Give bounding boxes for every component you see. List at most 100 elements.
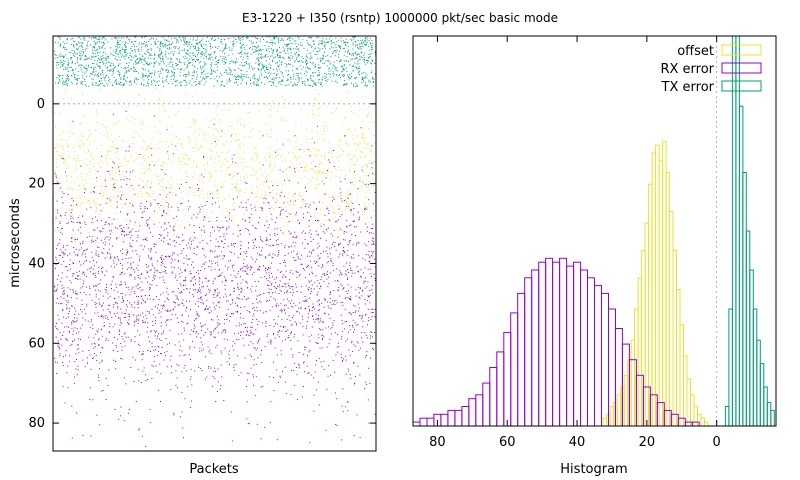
scatter-point	[259, 168, 261, 170]
scatter-point	[143, 76, 145, 78]
scatter-point	[165, 187, 167, 189]
scatter-point	[257, 64, 259, 65]
scatter-point	[209, 174, 211, 176]
scatter-point	[354, 177, 355, 179]
scatter-point	[269, 187, 271, 189]
scatter-point	[149, 167, 150, 169]
scatter-point	[266, 220, 268, 222]
scatter-point	[180, 183, 182, 185]
scatter-point	[67, 189, 68, 191]
scatter-point	[178, 261, 180, 263]
scatter-point	[257, 269, 259, 271]
scatter-point	[69, 289, 71, 291]
scatter-point	[76, 138, 78, 140]
scatter-point	[93, 259, 95, 261]
scatter-point	[56, 200, 58, 202]
scatter-point	[322, 134, 324, 136]
scatter-point	[368, 367, 370, 369]
scatter-point	[348, 272, 350, 273]
scatter-point	[70, 297, 72, 299]
scatter-point	[248, 216, 250, 218]
scatter-point	[114, 226, 116, 228]
scatter-point	[344, 209, 346, 211]
scatter-point	[93, 166, 95, 168]
scatter-point	[276, 323, 278, 325]
scatter-point	[374, 191, 376, 193]
scatter-point	[98, 338, 100, 340]
scatter-point	[327, 375, 329, 377]
scatter-point	[109, 323, 111, 325]
scatter-point	[251, 291, 253, 293]
scatter-point	[147, 350, 149, 351]
scatter-point	[217, 301, 219, 303]
scatter-point	[312, 319, 314, 321]
scatter-point	[302, 81, 304, 82]
scatter-point	[319, 173, 321, 175]
scatter-point	[218, 156, 220, 157]
scatter-point	[96, 302, 98, 304]
scatter-point	[111, 229, 112, 231]
scatter-point	[243, 266, 245, 267]
scatter-point	[113, 349, 114, 351]
scatter-point	[121, 335, 123, 337]
scatter-point	[56, 177, 58, 179]
scatter-point	[127, 412, 129, 414]
scatter-point	[319, 347, 321, 349]
scatter-point	[374, 173, 376, 175]
scatter-point	[154, 346, 156, 348]
scatter-point	[201, 265, 203, 267]
scatter-point	[191, 78, 193, 80]
scatter-point	[111, 317, 113, 319]
scatter-point	[288, 337, 290, 339]
scatter-point	[181, 320, 183, 322]
scatter-point	[260, 354, 262, 356]
scatter-point	[189, 346, 191, 348]
scatter-point	[187, 322, 189, 324]
scatter-point	[258, 162, 260, 164]
scatter-point	[289, 246, 291, 248]
scatter-point	[186, 228, 188, 230]
scatter-point	[323, 224, 325, 226]
scatter-point	[354, 171, 355, 173]
scatter-point	[290, 52, 292, 54]
scatter-point	[97, 74, 99, 75]
scatter-point	[298, 77, 300, 79]
scatter-point	[315, 389, 317, 391]
scatter-point	[176, 183, 177, 185]
scatter-point	[124, 156, 126, 158]
scatter-point	[213, 70, 215, 72]
scatter-point	[204, 139, 206, 141]
scatter-point	[194, 72, 196, 74]
scatter-point	[361, 82, 363, 84]
scatter-point	[55, 327, 57, 329]
scatter-point	[247, 334, 249, 336]
scatter-point	[124, 281, 126, 283]
scatter-point	[124, 55, 126, 57]
scatter-point	[58, 154, 60, 156]
scatter-point	[267, 280, 269, 282]
scatter-point	[295, 156, 297, 158]
scatter-point	[367, 112, 369, 114]
scatter-point	[160, 305, 162, 307]
scatter-point	[350, 377, 352, 379]
scatter-point	[186, 41, 187, 42]
scatter-point	[221, 240, 222, 242]
scatter-point	[244, 178, 246, 179]
scatter-point	[206, 285, 208, 287]
scatter-point	[141, 217, 143, 218]
scatter-point	[184, 284, 186, 286]
scatter-point	[281, 191, 282, 193]
scatter-point	[248, 230, 250, 232]
scatter-point	[234, 171, 236, 173]
scatter-point	[217, 198, 219, 200]
scatter-point	[256, 319, 258, 320]
scatter-point	[260, 238, 262, 240]
scatter-point	[338, 229, 340, 231]
scatter-point	[103, 256, 105, 258]
scatter-point	[121, 322, 123, 324]
scatter-point	[91, 101, 93, 103]
scatter-point	[182, 299, 184, 301]
scatter-point	[287, 138, 289, 140]
scatter-point	[71, 437, 73, 439]
scatter-point	[299, 312, 300, 314]
